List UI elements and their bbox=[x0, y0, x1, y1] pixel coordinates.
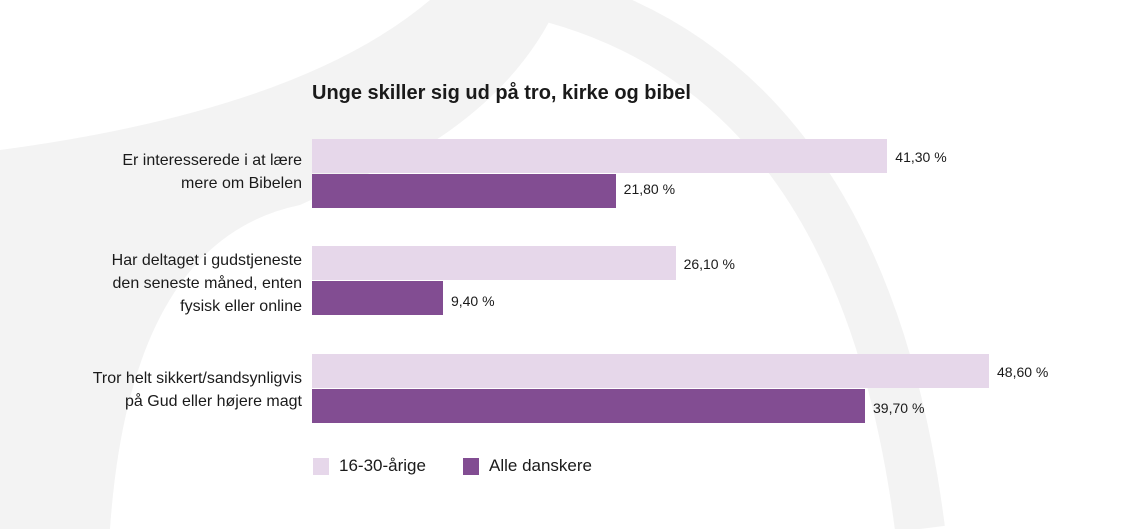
data-label: 21,80 % bbox=[623, 181, 676, 197]
legend-label-series-1: 16-30-årige bbox=[339, 456, 426, 475]
data-label: 9,40 % bbox=[450, 293, 495, 309]
category-label: Tror helt sikkert/sandsynligvis på Gud el… bbox=[12, 367, 302, 413]
bar-series-2 bbox=[312, 281, 443, 315]
bar-series-1 bbox=[312, 354, 989, 388]
data-label: 41,30 % bbox=[895, 149, 947, 165]
category-label-line: Tror helt sikkert/sandsynligvis bbox=[92, 370, 302, 387]
bar-series-2 bbox=[312, 174, 616, 208]
legend-swatch-series-2 bbox=[463, 457, 479, 475]
data-label: 39,70 % bbox=[873, 400, 925, 416]
bar-series-1 bbox=[312, 139, 888, 173]
decor-shape bbox=[0, 0, 560, 529]
category-label: Er interesserede i at lære mere om Bibele… bbox=[12, 149, 302, 195]
legend-item-series-2: Alle danskere bbox=[463, 456, 592, 476]
category-label-line: Har deltaget i gudstjeneste bbox=[111, 252, 302, 269]
category-label-line: den seneste måned, enten bbox=[112, 275, 302, 292]
category-label-line: på Gud eller højere magt bbox=[125, 393, 302, 410]
legend-label-series-2: Alle danskere bbox=[489, 456, 593, 475]
category-label-line: mere om Bibelen bbox=[181, 175, 302, 192]
legend-item-series-1: 16-30-årige bbox=[313, 456, 426, 476]
category-label: Har deltaget i gudstjeneste den seneste m… bbox=[12, 249, 302, 318]
category-label-line: Er interesserede i at lære bbox=[122, 152, 302, 169]
bar-series-2 bbox=[312, 389, 866, 423]
legend-swatch-series-1 bbox=[313, 457, 329, 475]
data-label: 48,60 % bbox=[997, 364, 1049, 380]
data-label: 26,10 % bbox=[683, 256, 735, 272]
category-label-line: fysisk eller online bbox=[180, 298, 302, 315]
chart-title: Unge skiller sig ud på tro, kirke og bib… bbox=[312, 82, 691, 104]
bar-series-1 bbox=[312, 246, 676, 280]
